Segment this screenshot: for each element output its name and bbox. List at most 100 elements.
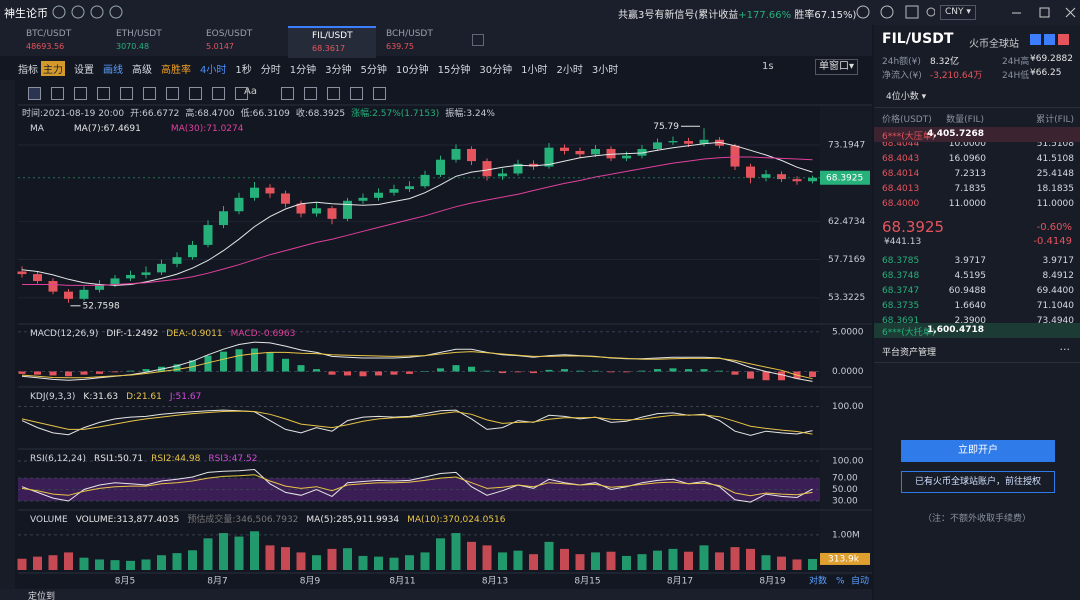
toolbar-item[interactable]: 2小时 [556, 64, 583, 76]
speed[interactable]: 1s [762, 61, 774, 72]
macd-bar [34, 371, 41, 375]
toolbar-item[interactable]: 主力 [41, 60, 65, 76]
order-row[interactable]: 68.4013 7.1835 18.1835 [882, 182, 1074, 197]
toolbar-item[interactable]: 高胜率 [161, 64, 191, 76]
tab-price: 5.0147 [206, 42, 234, 51]
tool-icon[interactable] [74, 87, 87, 100]
panel-title: MA [30, 124, 45, 134]
tool-icon[interactable] [235, 87, 248, 100]
panel-icon[interactable] [1044, 34, 1055, 45]
decimals-select[interactable]: 4位小数 ▾ [886, 92, 927, 102]
toolbar-item[interactable]: 4小时 [200, 64, 227, 76]
toolbar-item[interactable]: 画线 [103, 64, 123, 76]
locate[interactable]: 定位到 [28, 592, 56, 600]
panel-icon[interactable] [1030, 34, 1041, 45]
icon-help[interactable] [880, 5, 894, 19]
legend-item: DIF:-1.2492 [106, 329, 158, 339]
toolbar-item[interactable]: 1秒 [235, 64, 252, 76]
volume-bar [684, 551, 693, 570]
order-row[interactable]: 68.3747 60.9488 69.4400 [882, 284, 1074, 299]
tool-icon[interactable] [120, 87, 133, 100]
volume-bar [265, 545, 275, 570]
toolbar-item[interactable]: 15分钟 [437, 64, 471, 76]
volume-bar [529, 554, 538, 570]
volume-bar [95, 559, 104, 570]
more[interactable]: ··· [1059, 343, 1071, 356]
toolbar-item[interactable]: 5分钟 [360, 64, 387, 76]
currency-select[interactable]: CNY ▾ [940, 5, 976, 20]
price-cny: ¥441.13 [884, 237, 922, 247]
ticker-tab[interactable]: BTC/USDT 48693.56 [18, 26, 106, 56]
order-row[interactable]: 68.3748 4.5195 8.4912 [882, 269, 1074, 284]
macd-bar [313, 369, 320, 372]
volume-bar [405, 555, 414, 570]
legend-item: MA(5):285,911.9934 [306, 515, 399, 525]
icon-user[interactable] [926, 7, 935, 17]
panel-title: MACD(12,26,9) [30, 329, 98, 339]
macd-bar [685, 369, 692, 372]
icon[interactable] [109, 5, 123, 19]
tool-icon[interactable] [304, 87, 317, 100]
toolbar-item[interactable]: 设置 [74, 64, 94, 76]
toolbar-item[interactable]: 3小时 [591, 64, 619, 76]
close[interactable] [1065, 7, 1076, 18]
info-item: 低:66.3109 [241, 107, 291, 119]
ma-legend: MA MA(7):67.4691 MA(30):71.0274 [30, 124, 244, 134]
order-row[interactable]: 68.3785 3.9717 3.9717 [882, 254, 1074, 269]
tool-icon[interactable] [350, 87, 363, 100]
ticker-tab[interactable]: FIL/USDT 68.3617 [288, 26, 376, 58]
icon-shirt[interactable] [905, 5, 919, 19]
toolbar-item[interactable]: 1分钟 [289, 64, 317, 76]
authorize-button[interactable]: 已有火币全球站账户，前往授权 [901, 471, 1055, 493]
candle-body [33, 274, 42, 282]
macd-bar [623, 371, 630, 373]
candle-body [482, 161, 492, 177]
tool-icon[interactable] [97, 87, 110, 100]
toolbar-item[interactable]: 10分钟 [395, 64, 429, 76]
tool-icon[interactable] [166, 87, 179, 100]
order-row[interactable]: 68.4044 10.0000 51.5108 [882, 137, 1074, 152]
order-total: 51.5108 [1036, 139, 1074, 149]
tool-icon[interactable] [143, 87, 156, 100]
indicator-line [21, 351, 813, 380]
signal-gain: +177.66% [738, 10, 792, 21]
tool-icon[interactable] [212, 87, 225, 100]
add-tab[interactable] [472, 34, 484, 46]
maximize[interactable] [1039, 7, 1050, 18]
open-account-button[interactable]: 立即开户 [901, 440, 1055, 462]
tool-icon[interactable] [327, 87, 340, 100]
stat-value: ¥66.25 [1030, 68, 1062, 78]
order-row[interactable]: 68.3691 2.3900 73.4940 [882, 314, 1074, 329]
icon[interactable] [90, 5, 104, 19]
window-mode[interactable]: 单窗口▾ [815, 59, 859, 75]
order-row[interactable]: 68.4043 16.0960 41.5108 [882, 152, 1074, 167]
tool-icon[interactable] [189, 87, 202, 100]
ticker-tab[interactable]: EOS/USDT 5.0147 [198, 26, 286, 56]
toolbar-item[interactable]: 指标 [18, 64, 38, 76]
icon-bell[interactable] [856, 5, 870, 19]
candle-body [420, 174, 430, 187]
ticker-tab[interactable]: BCH/USDT 639.75 [378, 26, 466, 56]
toolbar-item[interactable]: 分时 [260, 64, 281, 76]
tool-icon[interactable] [373, 87, 386, 100]
ticker-tab[interactable]: ETH/USDT 3070.48 [108, 26, 196, 56]
tool-icon[interactable] [281, 87, 294, 100]
text-tool[interactable]: Aa [244, 86, 257, 97]
volume-bar [312, 555, 321, 570]
tool-icon[interactable] [51, 87, 64, 100]
rsi-band [18, 478, 820, 501]
toolbar-item[interactable]: 3分钟 [325, 64, 352, 76]
order-row[interactable]: 68.4000 11.0000 11.0000 [882, 197, 1074, 212]
toolbar-item[interactable]: 高级 [132, 64, 152, 76]
top-right-icons [856, 5, 935, 19]
tool-icon[interactable] [28, 87, 41, 100]
order-row[interactable]: 68.3735 1.6640 71.1040 [882, 299, 1074, 314]
panel-icon[interactable] [1058, 34, 1069, 45]
signal[interactable]: 共赢3号有新信号(累计收益+177.66% 胜率67.15%) [618, 6, 856, 21]
order-price: 68.3748 [882, 271, 920, 281]
candle-body [436, 159, 445, 175]
volume-bar [296, 552, 306, 570]
toolbar-item[interactable]: 1小时 [521, 64, 548, 76]
toolbar-item[interactable]: 30分钟 [479, 64, 513, 76]
order-row[interactable]: 68.4014 7.2313 25.4148 [882, 167, 1074, 182]
